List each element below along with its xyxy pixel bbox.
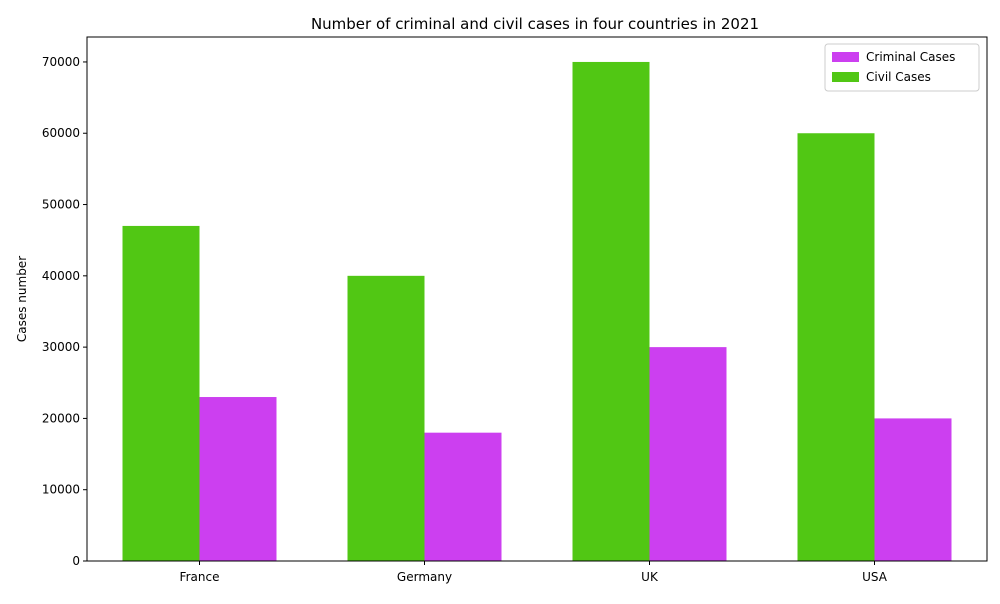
- chart-title: Number of criminal and civil cases in fo…: [311, 15, 759, 33]
- bar-civil-cases-germany: [348, 276, 425, 561]
- bar-criminal-cases-uk: [650, 347, 727, 561]
- legend: Criminal Cases Civil Cases: [825, 44, 979, 91]
- y-tick-label: 10000: [42, 483, 80, 497]
- y-tick-label: 70000: [42, 55, 80, 69]
- legend-swatch-criminal-cases: [832, 52, 859, 62]
- y-tick-label: 40000: [42, 269, 80, 283]
- y-tick-label: 60000: [42, 126, 80, 140]
- y-axis-label: Cases number: [15, 256, 29, 342]
- y-tick-label: 50000: [42, 198, 80, 212]
- bar-criminal-cases-usa: [875, 418, 952, 561]
- bar-civil-cases-usa: [798, 133, 875, 561]
- bar-criminal-cases-france: [200, 397, 277, 561]
- y-tick-label: 20000: [42, 411, 80, 425]
- x-tick-label: UK: [641, 570, 659, 584]
- bar-criminal-cases-germany: [425, 433, 502, 561]
- y-tick-label: 30000: [42, 340, 80, 354]
- y-tick-label: 0: [72, 554, 80, 568]
- x-tick-label: France: [180, 570, 220, 584]
- plot-area: 0 10000 20000 30000 40000 50000 60000 70000 Fran…: [42, 37, 987, 584]
- legend-label-civil-cases: Civil Cases: [866, 70, 931, 84]
- legend-swatch-civil-cases: [832, 72, 859, 82]
- legend-label-criminal-cases: Criminal Cases: [866, 50, 955, 64]
- bar-civil-cases-france: [123, 226, 200, 561]
- x-tick-label: USA: [862, 570, 888, 584]
- x-tick-label: Germany: [397, 570, 452, 584]
- bar-civil-cases-uk: [573, 62, 650, 561]
